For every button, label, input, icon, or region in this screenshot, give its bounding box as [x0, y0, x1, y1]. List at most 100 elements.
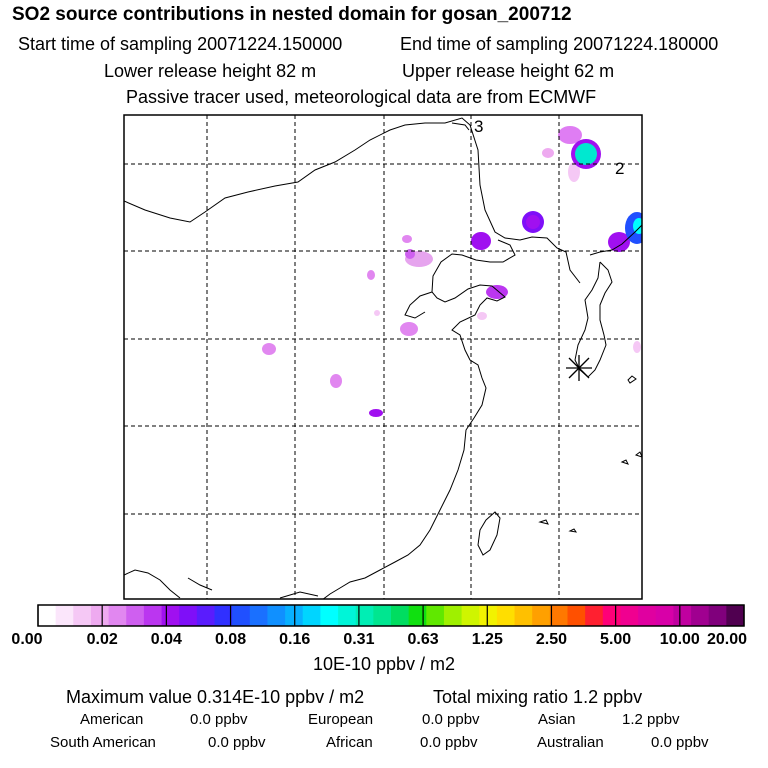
plume-blob: [400, 322, 418, 336]
colorbar-label: 2.50: [535, 631, 568, 648]
colorbar-swatch: [408, 605, 427, 626]
coastlines: [124, 117, 642, 599]
colorbar-swatch: [496, 605, 515, 626]
region-name-american: American: [80, 711, 144, 728]
plume-blob: [369, 409, 383, 417]
colorbar-swatch: [638, 605, 657, 626]
colorbar-swatch: [38, 605, 57, 626]
plume-blob: [633, 218, 642, 234]
colorbar-swatch: [426, 605, 445, 626]
colorbar-swatch: [126, 605, 145, 626]
map-content: [124, 115, 642, 599]
colorbar-swatch: [585, 605, 604, 626]
colorbar-swatch: [373, 605, 392, 626]
colorbar-swatch: [673, 605, 692, 626]
region-value-australian: 0.0 ppbv: [651, 734, 709, 751]
colorbar-swatch: [338, 605, 357, 626]
plume-blob: [471, 232, 491, 250]
plot-title: SO2 source contributions in nested domai…: [12, 4, 572, 25]
colorbar-label: 20.00: [706, 631, 748, 648]
plume-layer: [262, 126, 642, 417]
colorbar-swatch: [655, 605, 674, 626]
colorbar-label: 0.00: [11, 631, 43, 648]
colorbar-swatch: [620, 605, 639, 626]
colorbar-swatch: [73, 605, 92, 626]
colorbar-swatch: [549, 605, 568, 626]
receptor-marker-icon: [566, 355, 592, 381]
colorbar-label: 0.08: [214, 631, 247, 648]
colorbar-swatch: [90, 605, 109, 626]
colorbar-swatch: [708, 605, 727, 626]
colorbar-label: 0.04: [150, 631, 182, 648]
colorbar-label: 10.00: [659, 631, 700, 648]
colorbar-swatch: [391, 605, 410, 626]
region-name-african: African: [326, 734, 373, 751]
plume-blob: [526, 215, 540, 229]
colorbar-swatch: [196, 605, 215, 626]
region-value-european: 0.0 ppbv: [422, 711, 480, 728]
map-label-3: 3: [474, 117, 483, 136]
colorbar-swatch: [726, 605, 745, 626]
plume-blob: [633, 341, 641, 353]
colorbar-label: 0.63: [407, 631, 439, 648]
graticule: [124, 115, 642, 599]
colorbar-swatch: [249, 605, 268, 626]
colorbar-swatch: [691, 605, 710, 626]
map-label-2: 2: [615, 159, 624, 178]
end-time: End time of sampling 20071224.180000: [400, 34, 719, 54]
colorbar-swatch: [214, 605, 233, 626]
colorbar-swatch: [532, 605, 551, 626]
colorbar-swatch: [443, 605, 462, 626]
plume-blob: [374, 310, 380, 316]
colorbar-swatch: [108, 605, 127, 626]
plume-blob: [568, 162, 580, 182]
region-value-south-american: 0.0 ppbv: [208, 734, 266, 751]
colorbar-label: 0.16: [279, 631, 311, 648]
region-name-european: European: [308, 711, 374, 728]
colorbar-swatch: [567, 605, 586, 626]
plume-blob: [542, 148, 554, 158]
map-frame: [123, 114, 643, 600]
plume-blob: [477, 312, 487, 320]
colorbar-swatch: [179, 605, 198, 626]
max-value: Maximum value 0.314E-10 ppbv / m2: [66, 687, 365, 707]
colorbar-swatch: [55, 605, 74, 626]
colorbar-label: 1.25: [471, 631, 503, 648]
plume-blob: [367, 270, 375, 280]
colorbar-swatch: [602, 605, 621, 626]
colorbar-unit: 10E-10 ppbv / m2: [312, 654, 456, 674]
colorbar-swatch: [143, 605, 162, 626]
colorbar-label: 0.31: [343, 631, 375, 648]
colorbar-label: 0.02: [86, 631, 118, 648]
colorbar-swatch: [479, 605, 498, 626]
colorbar-border: [37, 604, 745, 627]
region-value-african: 0.0 ppbv: [420, 734, 478, 751]
upper-release-height: Upper release height 62 m: [402, 61, 615, 81]
colorbar-swatch: [285, 605, 304, 626]
lower-release-height: Lower release height 82 m: [104, 61, 317, 81]
plume-blob: [608, 232, 630, 252]
colorbar-swatch: [461, 605, 480, 626]
plume-blob: [402, 235, 412, 243]
plume-peak: [575, 143, 597, 165]
total-mixing-ratio: Total mixing ratio 1.2 ppbv: [433, 687, 643, 707]
plume-blob: [262, 343, 276, 355]
colorbar-swatch: [161, 605, 180, 626]
region-name-asian: Asian: [538, 711, 576, 728]
region-value-american: 0.0 ppbv: [190, 711, 248, 728]
tracer-note: Passive tracer used, meteorological data…: [126, 87, 597, 107]
colorbar-swatch: [514, 605, 533, 626]
colorbar-swatch: [302, 605, 321, 626]
region-value-asian: 1.2 ppbv: [622, 711, 680, 728]
plume-blob: [558, 126, 582, 144]
colorbar-label: 5.00: [600, 631, 632, 648]
start-time: Start time of sampling 20071224.150000: [18, 34, 343, 54]
region-name-australian: Australian: [537, 734, 604, 751]
colorbar: [37, 604, 745, 627]
colorbar-swatch: [320, 605, 339, 626]
colorbar-swatch: [232, 605, 251, 626]
colorbar-swatch: [355, 605, 374, 626]
plume-blob: [330, 374, 342, 388]
region-name-south-american: South American: [50, 734, 156, 751]
